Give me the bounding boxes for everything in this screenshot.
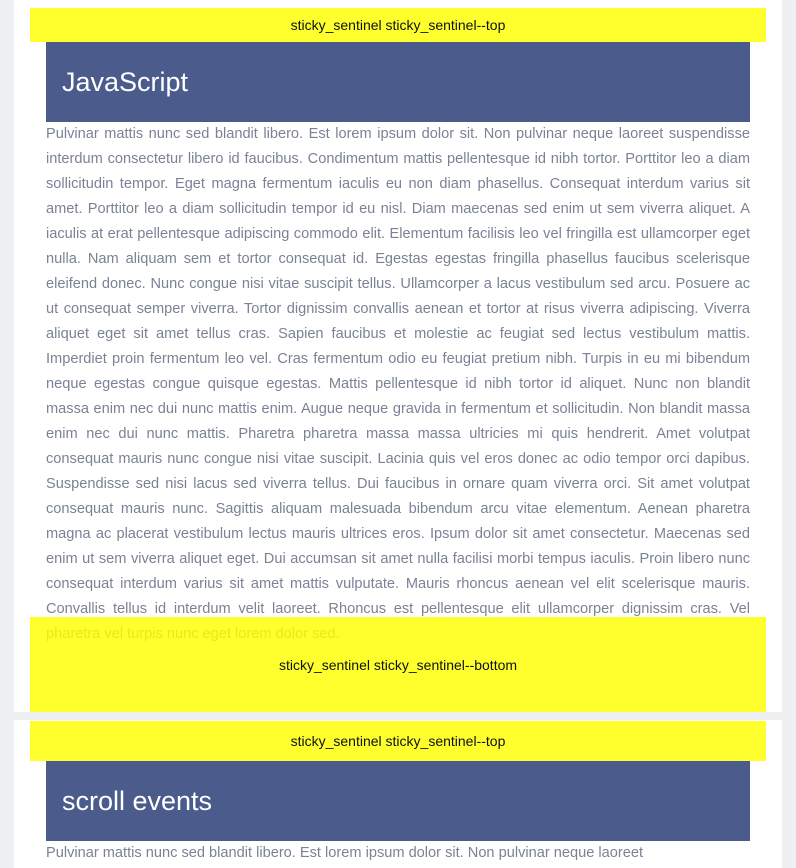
sticky-sentinel-top: sticky_sentinel sticky_sentinel--top	[30, 8, 766, 42]
section-divider	[14, 712, 782, 720]
section-paragraph: Pulvinar mattis nunc sed blandit libero.…	[46, 126, 750, 642]
sticky-sentinel-top: sticky_sentinel sticky_sentinel--top	[30, 721, 766, 761]
section-title: scroll events	[62, 785, 213, 816]
section-title: JavaScript	[62, 66, 189, 97]
section-header: scroll events	[46, 761, 750, 841]
right-gutter	[782, 0, 796, 868]
section-header: JavaScript	[46, 42, 750, 122]
left-gutter	[0, 0, 14, 868]
section-paragraph: Pulvinar mattis nunc sed blandit libero.…	[46, 845, 644, 861]
sticky-sentinel-bottom: sticky_sentinel sticky_sentinel--bottom	[30, 617, 766, 712]
